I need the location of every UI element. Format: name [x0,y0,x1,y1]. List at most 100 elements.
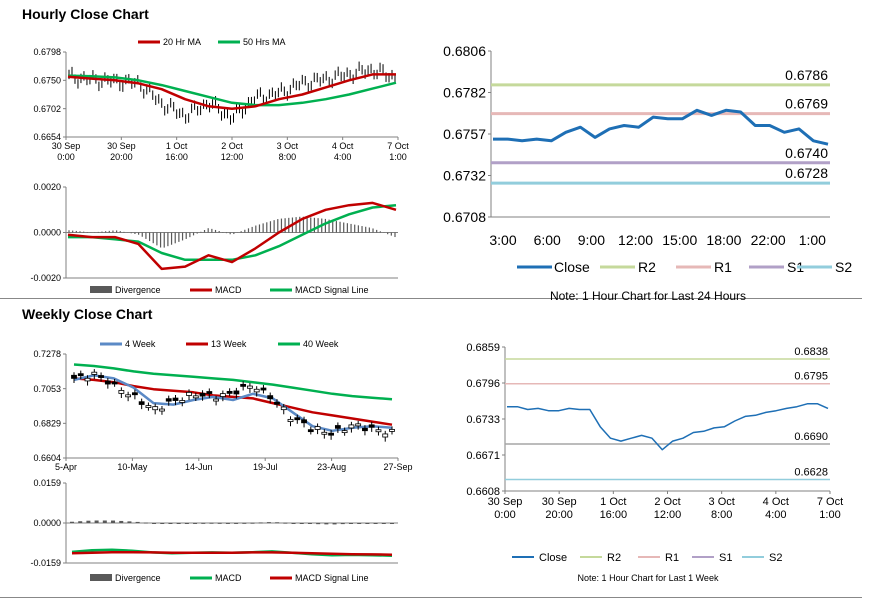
divergence-bar [316,523,321,525]
divergence-bar [348,523,353,524]
weekly-levels-xtick-label: 20:00 [545,509,573,521]
candle-body [355,423,362,427]
hourly-levels-legend-label: S2 [835,259,852,275]
candle-body [382,433,389,438]
weekly-levels-legend-label: S2 [769,552,782,564]
hourly-levels-legend-label: Close [554,259,590,275]
hourly-price-xtick-label: 1 Oct [166,141,188,151]
weekly-levels-legend-label: S1 [719,552,732,564]
divergence-bar [111,520,116,523]
hourly-price-xtick-label: 12:00 [221,152,244,162]
weekly-legend-divergence-label: Divergence [115,573,161,583]
weekly-legend-signal-label: MACD Signal Line [295,573,369,583]
divergence-bar [340,523,345,525]
candle-body [145,405,152,408]
weekly-price-ytick-label: 0.6829 [33,418,61,428]
weekly-levels-ytick-label: 0.6733 [466,414,500,426]
divergence-bar [357,523,362,524]
hourly-levels-xtick-label: 6:00 [534,232,561,248]
candle-body [84,377,91,382]
candle-body [152,406,159,411]
weekly-price-xtick-label: 27-Sep [383,462,412,472]
candle-body [165,398,172,402]
weekly-divergence-bars [70,520,394,525]
weekly-legend-macd-label: MACD [215,573,242,583]
candle-body [111,381,118,385]
weekly-macd-ytick-label: 0.0159 [33,478,61,488]
candle-body [118,390,125,394]
divergence-bar [127,521,132,523]
divergence-bar [275,522,280,524]
candle-body [274,401,280,405]
candle-body [192,395,199,399]
candle-body [328,432,335,436]
weekly-levels-legend-label: R1 [665,552,679,564]
hourly-legend-20hr-label: 20 Hr MA [163,37,201,47]
candle-body [280,406,287,411]
weekly-level-label-s1: 0.6690 [794,431,828,443]
hourly-20hr-ma-line [67,73,396,110]
hourly-levels-legend-label: R1 [714,259,732,275]
candle-body [179,400,186,403]
weekly-levels-xtick-label: 3 Oct [709,496,735,508]
weekly-candles [71,369,395,442]
hourly-price-ytick-label: 0.6702 [33,104,61,114]
candle-body [368,424,375,428]
hourly-price-xtick-label: 8:00 [279,152,297,162]
weekly-levels-xtick-label: 4:00 [765,509,786,521]
weekly-level-label-s2: 0.6628 [794,467,828,479]
weekly-legend-4wk-label: 4 Week [125,339,156,349]
weekly-price-xtick-label: 14-Jun [185,462,213,472]
weekly-levels-xtick-label: 1 Oct [600,496,626,508]
weekly-levels-legend-label: R2 [607,552,621,564]
candle-body [348,424,355,429]
divergence-bar [168,523,173,524]
candle-body [341,430,348,434]
weekly-macd-ytick-label: -0.0159 [30,558,61,568]
hourly-legend-macd-label: MACD [215,285,242,295]
hourly-legend-signal-label: MACD Signal Line [295,285,369,295]
weekly-levels-xtick-label: 30 Sep [488,496,523,508]
level-label-s1: 0.6740 [785,145,828,161]
hourly-price-xtick-label: 4 Oct [332,141,354,151]
weekly-level-label-r2: 0.6838 [794,346,828,358]
hourly-close-line [493,108,829,146]
weekly-levels-xtick-label: 16:00 [600,509,628,521]
hourly-legend-50hr-label: 50 Hrs MA [243,37,286,47]
hourly-section-title: Hourly Close Chart [22,6,149,22]
candle-body [362,427,368,432]
hourly-levels-ytick-label: 0.6732 [443,167,486,183]
candle-body [172,397,179,401]
divergence-bar [152,523,157,524]
weekly-levels-xtick-label: 2 Oct [654,496,680,508]
hourly-legend-divergence-swatch [90,286,112,293]
candle-body [206,391,213,394]
hourly-levels-ytick-label: 0.6757 [443,126,486,142]
candle-body [159,408,165,412]
hourly-levels-xtick-label: 1:00 [799,232,826,248]
candle-body [253,388,260,393]
hourly-price-xtick-label: 1:00 [389,152,407,162]
hourly-price-ytick-label: 0.6750 [33,75,61,85]
divergence-bar [217,522,222,524]
divergence-bar [390,523,394,525]
hourly-levels-legend-label: S1 [787,259,804,275]
divergence-bar [258,522,263,524]
divergence-bar [119,520,124,523]
divergence-bar [94,520,99,523]
hourly-levels-ytick-label: 0.6708 [443,209,486,225]
divergence-bar [365,523,370,524]
candle-body [267,395,274,400]
weekly-legend-13wk-label: 13 Week [211,339,247,349]
weekly-section-title: Weekly Close Chart [22,306,153,322]
candle-body [240,383,247,387]
divergence-bar [201,522,206,524]
divergence-bar [78,521,83,523]
hourly-levels-ytick-label: 0.6782 [443,84,486,100]
candle-body [334,425,341,429]
candle-body [91,371,98,375]
hourly-price-xtick-label: 4:00 [334,152,352,162]
divergence-bar [135,521,140,523]
hourly-levels-legend-label: R2 [638,259,656,275]
